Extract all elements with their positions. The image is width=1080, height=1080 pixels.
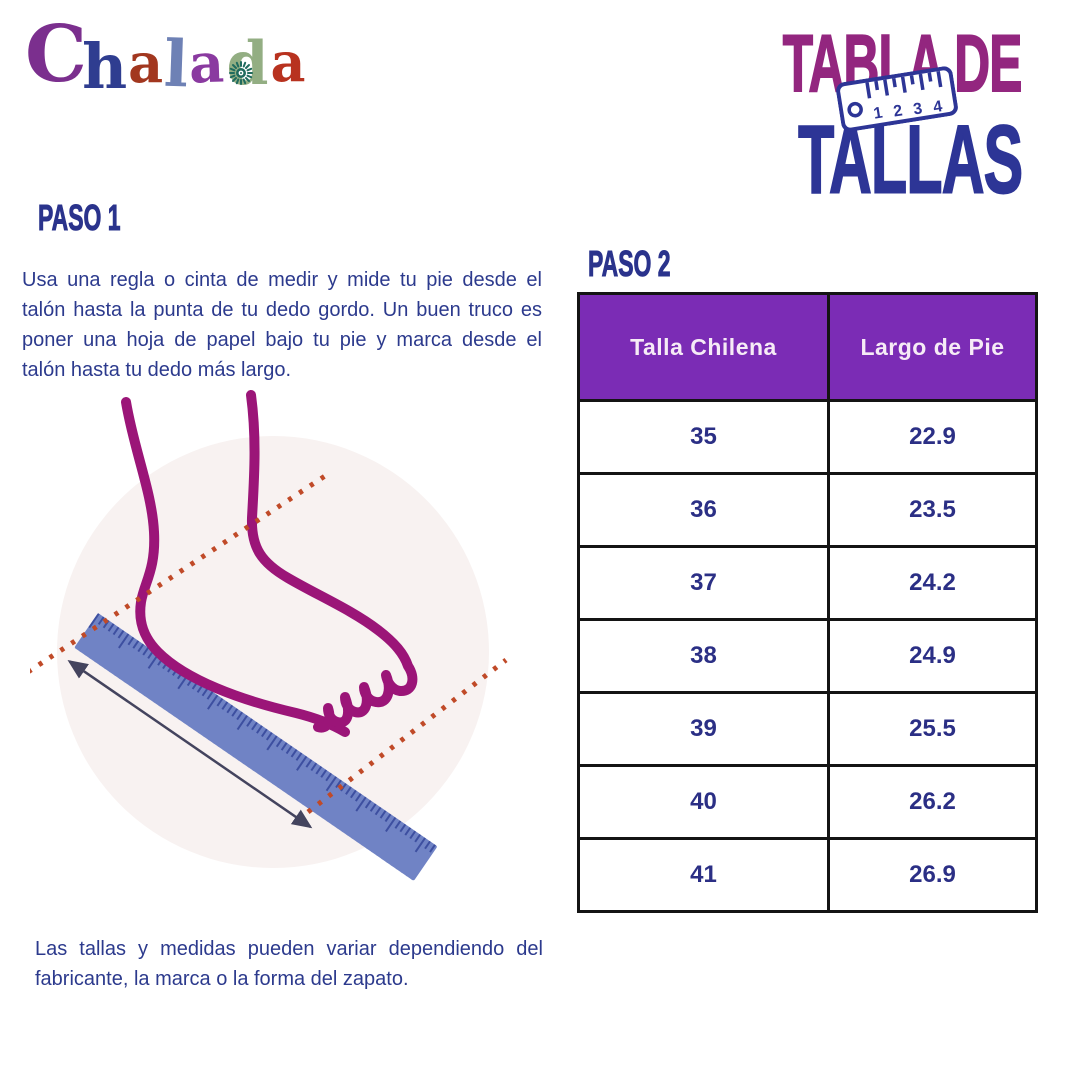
largo-value: 25.5 xyxy=(827,691,1038,767)
column-header-talla: Talla Chilena xyxy=(577,292,830,402)
largo-value: 23.5 xyxy=(827,472,1038,548)
largo-value: 24.2 xyxy=(827,545,1038,621)
talla-value: 36 xyxy=(577,472,830,548)
table-row: 35 22.9 xyxy=(577,399,1038,475)
logo-letter: l xyxy=(162,26,190,103)
title-line-2: TALLAS xyxy=(797,104,1023,214)
talla-value: 37 xyxy=(577,545,830,621)
table-row: 41 26.9 xyxy=(577,837,1038,913)
step2-heading: PASO 2 xyxy=(588,243,671,284)
table-row: 36 23.5 xyxy=(577,472,1038,548)
step1-instructions: Usa una regla o cinta de medir y mide tu… xyxy=(22,269,542,381)
talla-value: 41 xyxy=(577,837,830,913)
step1-heading: PASO 1 xyxy=(38,197,121,238)
foot-measurement-illustration xyxy=(30,390,508,881)
tape-number: 4 xyxy=(932,98,944,116)
logo-letter: a xyxy=(128,31,164,95)
logo-letter: h xyxy=(82,30,128,103)
measuring-tape-icon: 1 2 3 4 xyxy=(835,65,959,133)
tape-number: 2 xyxy=(892,102,904,120)
logo-letter: a xyxy=(270,30,306,94)
flower-icon xyxy=(229,61,254,85)
heel-toe-guide-lines xyxy=(30,471,508,814)
size-table-header-row: Talla Chilena Largo de Pie xyxy=(577,292,1038,402)
tape-number: 3 xyxy=(912,100,924,118)
logo-letter: C xyxy=(25,9,88,100)
logo-letter: a xyxy=(188,30,226,96)
brand-logo: Chalad a xyxy=(25,9,306,103)
table-row: 38 24.9 xyxy=(577,618,1038,694)
talla-value: 35 xyxy=(577,399,830,475)
talla-value: 39 xyxy=(577,691,830,767)
column-header-largo: Largo de Pie xyxy=(827,292,1038,402)
measurement-arrow xyxy=(67,660,313,829)
largo-value: 26.2 xyxy=(827,764,1038,840)
foot-outline xyxy=(121,390,418,737)
tape-number: 1 xyxy=(872,105,884,123)
largo-value: 26.9 xyxy=(827,837,1038,913)
table-row: 39 25.5 xyxy=(577,691,1038,767)
largo-value: 24.9 xyxy=(827,618,1038,694)
size-table: Talla Chilena Largo de Pie 35 22.9 36 23… xyxy=(577,292,1038,913)
table-row: 40 26.2 xyxy=(577,764,1038,840)
table-row: 37 24.2 xyxy=(577,545,1038,621)
logo-letter-d: d xyxy=(226,29,269,99)
disclaimer-note: Las tallas y medidas pueden variar depen… xyxy=(35,938,543,990)
page-title: TABLA DE TALLAS xyxy=(702,14,1024,214)
talla-value: 40 xyxy=(577,764,830,840)
talla-value: 38 xyxy=(577,618,830,694)
largo-value: 22.9 xyxy=(827,399,1038,475)
